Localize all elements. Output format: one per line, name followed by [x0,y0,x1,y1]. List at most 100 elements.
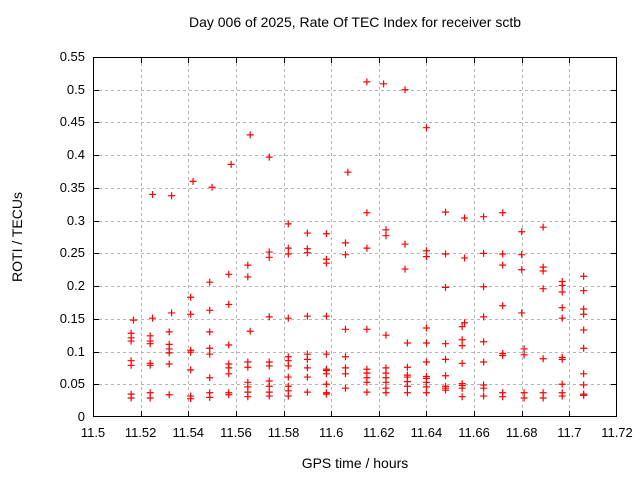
data-point [363,325,371,333]
data-point [341,364,349,372]
data-point [322,350,330,358]
data-point [480,358,488,366]
data-point [208,183,216,191]
data-point [146,340,154,348]
data-point [558,355,566,363]
data-point [246,327,254,335]
data-point [127,337,135,345]
x-tick-label: 11.6 [319,425,344,440]
data-point [165,360,173,368]
data-point [520,351,528,359]
data-point [244,273,252,281]
data-point [225,391,233,399]
data-point [187,293,195,301]
data-point [206,344,214,352]
data-point [558,281,566,289]
data-point [149,190,157,198]
data-point [518,228,526,236]
data-point [458,336,466,344]
plot-border [93,57,617,417]
data-point [363,78,371,86]
data-point [403,389,411,397]
data-point [341,251,349,259]
data-point [422,339,430,347]
data-point [458,393,466,401]
data-point [265,382,273,390]
data-point [284,362,292,370]
data-point [422,253,430,261]
data-point [403,339,411,347]
data-point [380,80,388,88]
x-tick-label: 11.5 [80,425,106,440]
data-point [580,287,588,295]
data-point [127,361,135,369]
data-point [499,302,507,310]
data-point [322,370,330,378]
data-point [363,209,371,217]
data-point [341,384,349,392]
data-point [146,361,154,369]
data-point [246,131,254,139]
data-point [341,353,349,361]
data-point [580,370,588,378]
data-point [499,351,507,359]
data-point [206,393,214,401]
y-tick-label: 0.55 [59,49,85,64]
data-point [168,309,176,317]
data-point [225,270,233,278]
data-point [539,355,547,363]
x-tick-label: 11.7 [557,425,582,440]
data-point [499,393,507,401]
x-tick-label: 11.52 [124,425,157,440]
data-point [363,388,371,396]
data-point [499,209,507,217]
y-tick-label: 0.5 [66,81,85,97]
data-point [518,251,526,259]
data-point [382,331,390,339]
data-point [480,213,488,221]
data-point [303,355,311,363]
data-point [206,350,214,358]
data-point [303,388,311,396]
data-point [363,378,371,386]
data-point [303,249,311,257]
data-point [442,283,450,291]
data-point [580,310,588,318]
data-point [580,391,588,399]
y-axis-label: ROTI / TECUs [9,192,25,282]
data-point [265,313,273,321]
data-point [225,370,233,378]
data-point [442,355,450,363]
x-tick-label: 11.62 [363,425,395,440]
data-point [480,283,488,291]
y-tick-label: 0.1 [66,343,85,359]
data-point [422,358,430,366]
data-point [580,381,588,389]
data-point [580,272,588,280]
data-point [442,386,450,394]
data-point [146,394,154,402]
data-point [382,389,390,397]
data-point [558,380,566,388]
data-point [461,319,469,327]
data-point [518,309,526,317]
data-point [499,261,507,269]
data-point [461,254,469,262]
data-point [539,394,547,402]
data-point [322,390,330,398]
data-point [206,278,214,286]
data-point [303,373,311,381]
scatter-points [127,78,588,403]
y-tick-label: 0.45 [59,114,85,130]
data-point [401,265,409,273]
data-point [189,177,197,185]
data-point [244,363,252,371]
data-point [382,232,390,240]
data-point [227,160,235,168]
data-point [244,393,252,401]
data-point [539,267,547,275]
x-tick-label: 11.64 [410,425,443,440]
data-point [580,344,588,352]
data-point [284,373,292,381]
data-point [499,250,507,258]
